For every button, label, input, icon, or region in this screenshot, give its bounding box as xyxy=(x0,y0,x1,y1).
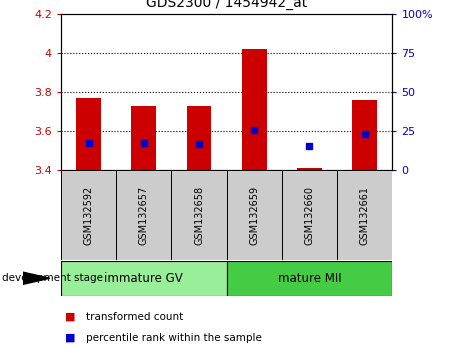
Bar xyxy=(352,100,377,170)
Text: GSM132661: GSM132661 xyxy=(360,185,370,245)
Title: GDS2300 / 1454942_at: GDS2300 / 1454942_at xyxy=(146,0,307,10)
Bar xyxy=(187,105,212,170)
Bar xyxy=(171,170,226,260)
Text: immature GV: immature GV xyxy=(104,272,183,285)
Bar xyxy=(297,168,322,170)
Bar xyxy=(337,170,392,260)
Text: GSM132658: GSM132658 xyxy=(194,185,204,245)
Text: ■: ■ xyxy=(65,333,76,343)
Text: ■: ■ xyxy=(65,312,76,322)
Bar xyxy=(61,261,226,296)
Text: GSM132657: GSM132657 xyxy=(139,185,149,245)
Bar xyxy=(76,98,101,170)
Text: GSM132660: GSM132660 xyxy=(304,185,314,245)
Bar xyxy=(226,170,282,260)
Bar xyxy=(226,261,392,296)
Text: development stage: development stage xyxy=(2,273,103,283)
Bar xyxy=(131,105,156,170)
Bar xyxy=(116,170,171,260)
Polygon shape xyxy=(23,272,50,285)
Text: GSM132659: GSM132659 xyxy=(249,185,259,245)
Text: percentile rank within the sample: percentile rank within the sample xyxy=(86,333,262,343)
Text: mature MII: mature MII xyxy=(278,272,341,285)
Text: GSM132592: GSM132592 xyxy=(83,185,93,245)
Bar xyxy=(61,170,116,260)
Text: transformed count: transformed count xyxy=(86,312,183,322)
Bar xyxy=(282,170,337,260)
Bar xyxy=(242,49,267,170)
